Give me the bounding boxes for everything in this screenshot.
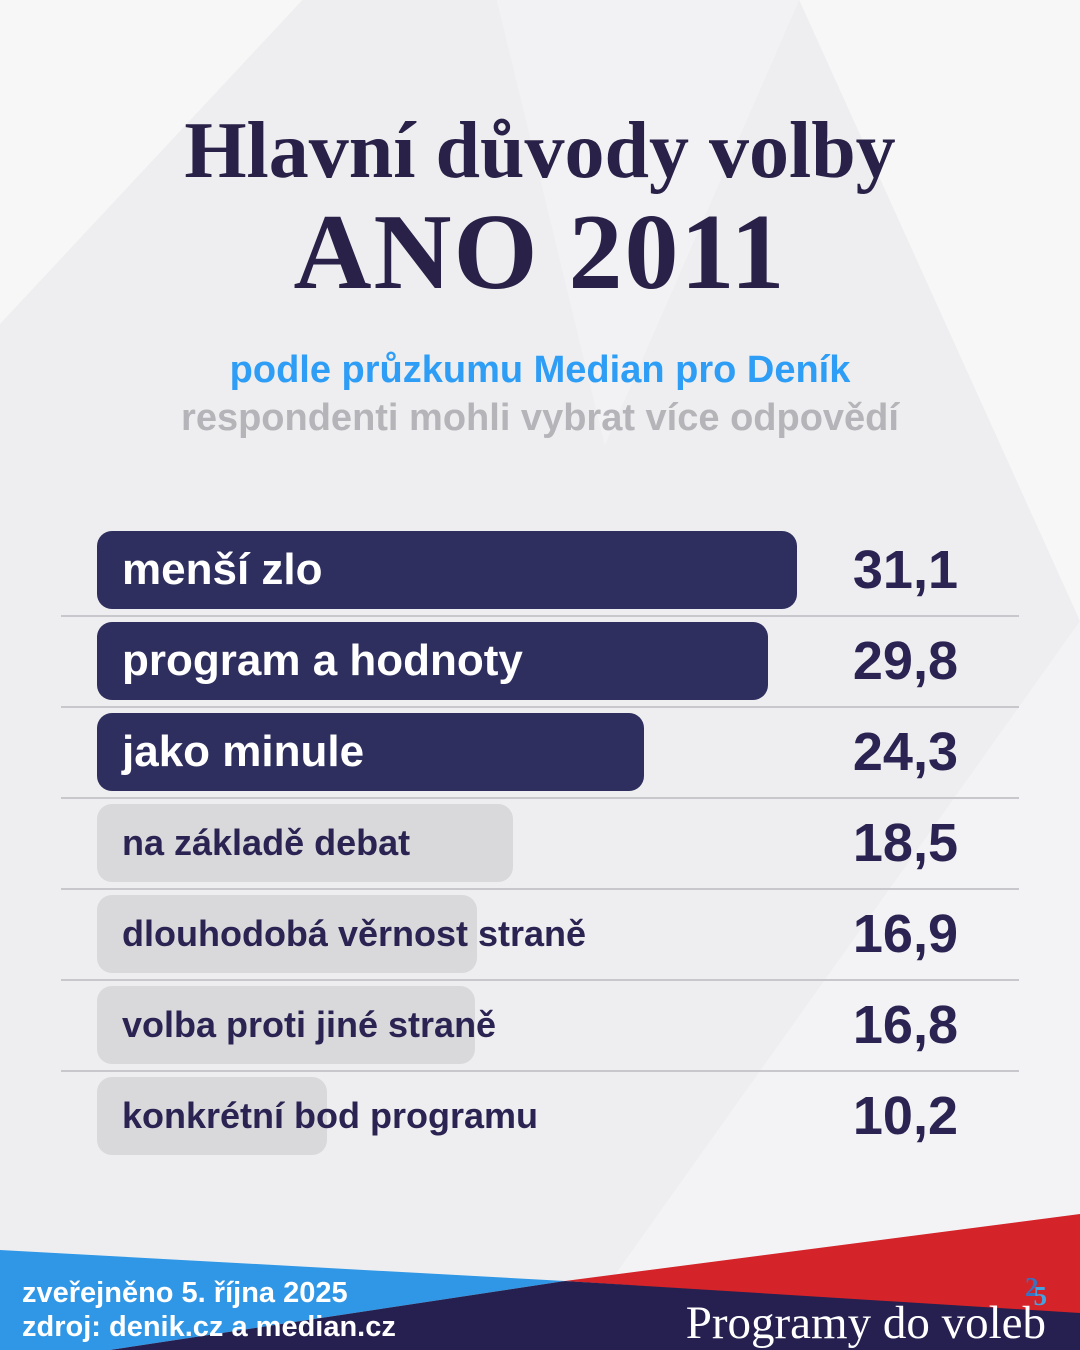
bar-label: jako minule <box>122 727 365 776</box>
bar-label: program a hodnoty <box>122 636 523 685</box>
source-credit: zdroj: denik.cz a median.cz <box>22 1311 396 1343</box>
footer-navy-shape <box>110 1281 1080 1350</box>
row-divider <box>61 979 1019 981</box>
chart-row: menší zlo 31,1 <box>0 531 1080 609</box>
bar-label: na základě debat <box>122 822 411 863</box>
bar-value: 29,8 <box>852 631 958 691</box>
chart-row: program a hodnoty 29,8 <box>0 622 1080 700</box>
row-divider <box>61 888 1019 890</box>
bar-label: menší zlo <box>122 545 323 594</box>
subtitle-survey-source: podle průzkumu Median pro Deník <box>229 349 851 391</box>
chart-row: konkrétní bod programu 10,2 <box>0 1077 1080 1155</box>
brand-name: Programy do voleb <box>685 1297 1046 1349</box>
published-date: zveřejněno 5. října 2025 <box>22 1277 348 1309</box>
footer-info: zveřejněno 5. října 2025 zdroj: denik.cz… <box>22 1276 396 1344</box>
title-line-1: Hlavní důvody volby <box>184 107 896 195</box>
chart-row: volba proti jiné straně 16,8 <box>0 986 1080 1064</box>
bar-value: 16,9 <box>852 904 958 964</box>
bar-value: 31,1 <box>852 540 958 600</box>
bar-label: volba proti jiné straně <box>122 1004 497 1045</box>
bar-value: 24,3 <box>852 722 958 782</box>
row-divider <box>61 615 1019 617</box>
bar-highlight <box>97 531 797 609</box>
brand-year-digit-2: 2 <box>1025 1272 1039 1302</box>
bar-highlight <box>97 713 644 791</box>
chart-row: dlouhodobá věrnost straně 16,9 <box>0 895 1080 973</box>
bar-muted <box>97 986 475 1064</box>
bar-label: konkrétní bod programu <box>122 1095 539 1136</box>
bar-highlight <box>97 622 768 700</box>
bar-chart: menší zlo 31,1 program a hodnoty 29,8 jako m… <box>0 531 1080 1181</box>
bar-value: 10,2 <box>852 1086 958 1146</box>
bar-muted <box>97 804 513 882</box>
bar-label: dlouhodobá věrnost straně <box>122 913 587 954</box>
brand-year-digit-5: 5 <box>1033 1281 1048 1311</box>
footer-blue-shape <box>0 1250 565 1350</box>
subtitle-note: respondenti mohli vybrat více odpovědí <box>181 397 899 439</box>
bar-value: 18,5 <box>852 813 958 873</box>
row-divider <box>61 1070 1019 1072</box>
page-title: Hlavní důvody volby ANO 2011 <box>0 104 1080 308</box>
bar-muted <box>97 895 477 973</box>
bar-value: 16,8 <box>852 995 958 1055</box>
footer-ribbon <box>0 1214 1080 1350</box>
brand-year-badge: 25 <box>1025 1272 1052 1310</box>
chart-row: jako minule 24,3 <box>0 713 1080 791</box>
row-divider <box>61 706 1019 708</box>
title-line-2: ANO 2011 <box>293 193 787 312</box>
footer-red-shape <box>565 1214 1080 1315</box>
bar-muted <box>97 1077 327 1155</box>
row-divider <box>61 797 1019 799</box>
chart-row: na základě debat 18,5 <box>0 804 1080 882</box>
